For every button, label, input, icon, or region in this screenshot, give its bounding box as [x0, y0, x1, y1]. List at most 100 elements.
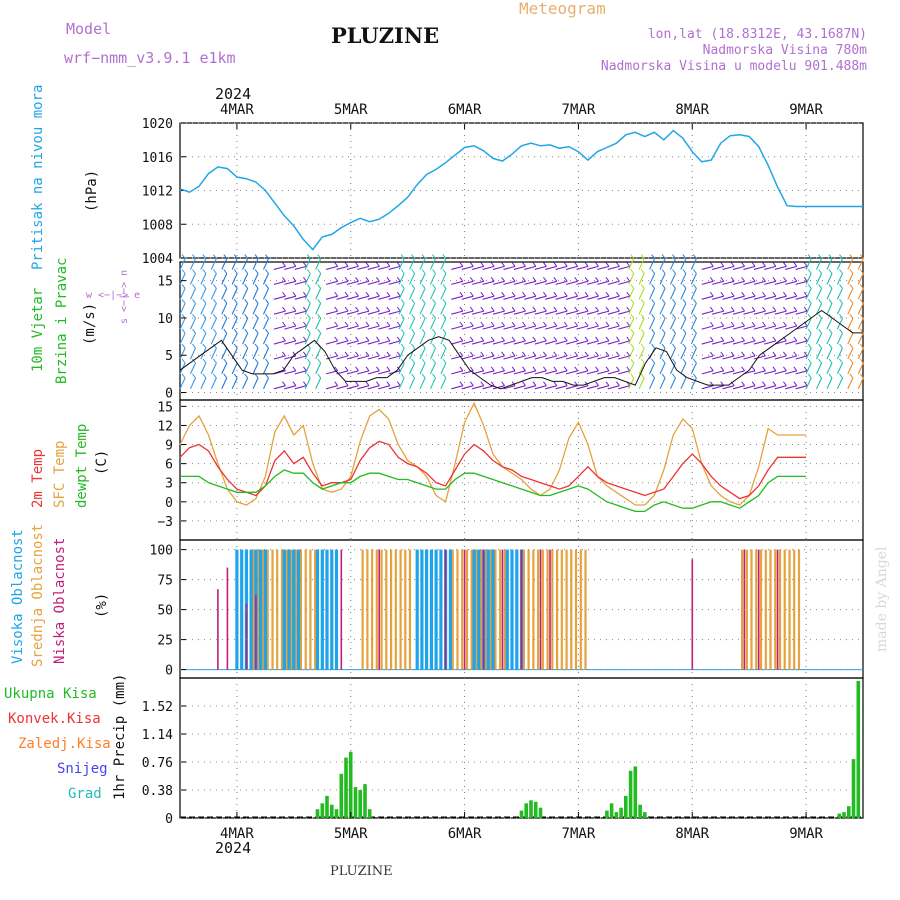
wind-barb	[461, 310, 474, 315]
wind-barb-flag	[282, 306, 286, 312]
wind-barb	[565, 265, 578, 270]
pressure-tick-label: 1012	[142, 185, 173, 200]
wind-barb	[785, 355, 797, 360]
wind-barb-flag	[365, 381, 370, 387]
wind-barb	[680, 303, 687, 315]
wind-barb-flag	[839, 328, 843, 334]
wind-barb	[690, 362, 697, 375]
wind-barb	[262, 347, 269, 360]
wind-barb-flag	[859, 373, 864, 379]
pressure-line	[179, 129, 863, 251]
wind-barb	[576, 370, 589, 375]
wind-barb-flag	[693, 358, 697, 364]
wind-barb-flag	[302, 381, 307, 387]
wind-barb-flag	[400, 313, 405, 319]
wind-barb	[649, 362, 656, 375]
wind-barb-flag	[386, 381, 391, 387]
wind-barb-flag	[365, 276, 370, 282]
wind-barb-flag	[574, 306, 579, 312]
wind-barb	[419, 318, 426, 330]
wind-barb-flag	[762, 306, 766, 312]
wind-barb	[545, 355, 557, 360]
wind-barb	[545, 385, 557, 390]
wind-barb-flag	[693, 373, 697, 379]
wind-barb-flag	[244, 254, 249, 259]
wind-barb	[785, 310, 797, 315]
wind-barb	[712, 370, 724, 375]
wind-barb-flag	[522, 276, 526, 282]
high-cloud-bar	[434, 549, 438, 670]
pressure-ylabel-1: Pritisak na nivou mora	[30, 85, 46, 270]
wind-barb	[294, 340, 307, 345]
wind-barb-flag	[501, 381, 506, 387]
wind-barb	[429, 258, 436, 270]
wind-barb-flag	[630, 284, 635, 289]
wind-barb-flag	[302, 351, 307, 357]
wind-barb-flag	[411, 358, 416, 364]
wind-barb-flag	[661, 313, 666, 319]
wind-barb-flag	[400, 269, 405, 274]
wind-barb	[242, 332, 249, 345]
wind-barb-flag	[244, 343, 249, 349]
mid-cloud-bar	[252, 549, 255, 670]
wind-barb-flag	[682, 254, 687, 259]
wind-barb	[659, 273, 666, 285]
wind-barb	[429, 273, 436, 285]
wind-barb	[325, 385, 338, 390]
wind-barb-flag	[233, 269, 238, 274]
wind-barb	[712, 280, 724, 285]
wind-barb	[346, 370, 359, 375]
wind-barb	[179, 377, 186, 390]
wind-barb	[200, 377, 207, 390]
wind-barb	[388, 310, 401, 315]
wind-barb-flag	[192, 328, 196, 334]
wind-barb-flag	[442, 254, 447, 259]
wind-barb-flag	[344, 276, 349, 282]
temp-tick-label: 12	[157, 419, 173, 434]
wind-barb	[262, 273, 269, 285]
wind-barb-flag	[334, 336, 339, 342]
wind-barb-flag	[469, 291, 474, 297]
wind-barb-flag	[605, 366, 610, 372]
wind-barb	[524, 280, 537, 285]
wind-barb	[440, 377, 447, 390]
wind-barb	[764, 295, 777, 300]
wind-barb	[649, 303, 656, 315]
wind-barb-flag	[807, 298, 812, 304]
wind-barb	[503, 340, 516, 345]
wind-barb-flag	[400, 284, 405, 289]
wind-barb	[284, 310, 297, 315]
wind-barb	[712, 265, 724, 270]
wind-barb	[524, 325, 537, 330]
wind-barb	[774, 295, 787, 300]
wind-barb-flag	[244, 313, 249, 319]
wind-barb	[545, 340, 557, 345]
mid-cloud-bar	[741, 549, 744, 670]
wind-barb-flag	[469, 351, 474, 357]
wind-barb	[586, 325, 599, 330]
wind-barb	[565, 385, 578, 390]
wind-barb-flag	[375, 336, 380, 342]
wind-barb	[346, 280, 359, 285]
wind-barb	[357, 295, 370, 300]
wind-barb-flag	[244, 328, 249, 334]
wind-barb-flag	[772, 321, 777, 327]
lonlat-label: lon,lat (18.8312E, 43.1687N)	[648, 27, 867, 42]
wind-barb	[409, 318, 416, 330]
wind-barb-flag	[302, 262, 307, 267]
wind-barb	[534, 280, 547, 285]
wind-barb-flag	[584, 366, 589, 372]
wind-barb	[189, 362, 196, 375]
wind-barb-flag	[709, 262, 714, 267]
wind-barb-flag	[741, 336, 745, 342]
wind-barb-flag	[212, 254, 217, 259]
wind-barb-flag	[396, 291, 401, 297]
wind-barb	[273, 325, 286, 330]
wind-barb	[785, 325, 797, 330]
wind-barb	[816, 288, 823, 300]
wind-barb	[586, 310, 599, 315]
wind-barb-flag	[595, 306, 599, 312]
wind-barb	[492, 355, 505, 360]
wind-barb	[690, 288, 697, 300]
temp-ylabel-1: 2m Temp	[30, 449, 46, 508]
